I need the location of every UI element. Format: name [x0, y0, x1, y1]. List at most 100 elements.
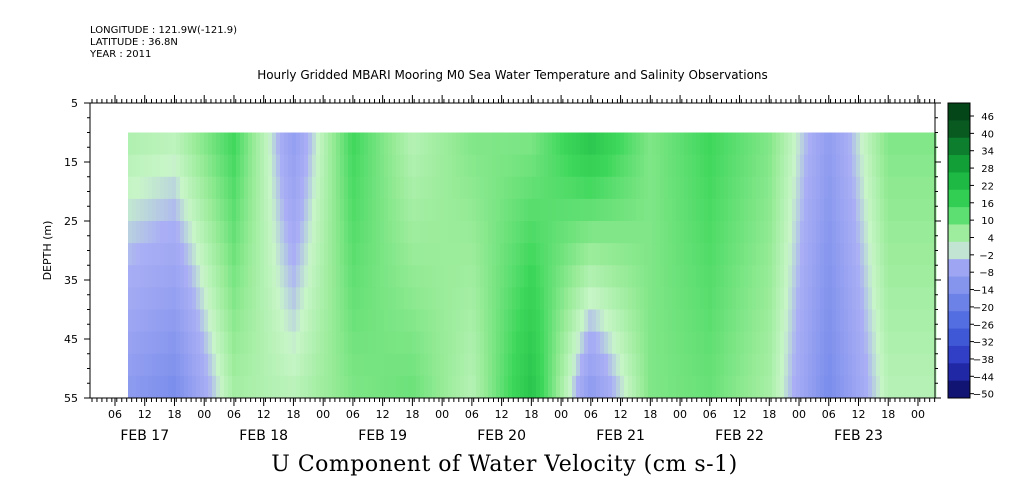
heatmap-cell	[312, 287, 317, 311]
heatmap-cell	[404, 309, 409, 333]
heatmap-cell	[532, 132, 537, 156]
heatmap-cell	[304, 309, 309, 333]
heatmap-cell	[204, 243, 209, 266]
heatmap-cell	[284, 154, 289, 178]
heatmap-cell	[720, 176, 725, 200]
heatmap-cell	[624, 243, 629, 266]
heatmap-cell	[800, 287, 805, 311]
heatmap-cell	[916, 132, 921, 156]
heatmap-cell	[204, 375, 209, 399]
heatmap-cell	[568, 331, 573, 355]
heatmap-cell	[752, 221, 757, 244]
longitude-label: LONGITUDE : 121.9W(-121.9)	[90, 25, 237, 36]
heatmap-cell	[804, 154, 809, 178]
heatmap-cell	[196, 154, 201, 178]
heatmap-cell	[512, 221, 517, 244]
heatmap-cell	[416, 287, 421, 311]
heatmap-cell	[364, 154, 369, 178]
heatmap-cell	[880, 176, 885, 200]
heatmap-cell	[412, 309, 417, 333]
heatmap-cell	[384, 375, 389, 399]
heatmap-cell	[616, 331, 621, 355]
heatmap-cell	[464, 331, 469, 355]
heatmap-cell	[708, 221, 713, 244]
heatmap-cell	[924, 353, 929, 377]
heatmap-cell	[564, 198, 569, 222]
heatmap-cell	[872, 221, 877, 244]
heatmap-cell	[224, 265, 229, 288]
heatmap-cell	[724, 375, 729, 399]
colorbar-label: 40	[981, 129, 994, 140]
heatmap-cell	[404, 265, 409, 288]
heatmap-cell	[908, 309, 913, 333]
heatmap-cell	[284, 287, 289, 311]
heatmap-cell	[560, 154, 565, 178]
heatmap-cell	[608, 198, 613, 222]
heatmap-cell	[840, 154, 845, 178]
heatmap-cell	[692, 221, 697, 244]
heatmap-cell	[540, 221, 545, 244]
heatmap-cell	[764, 243, 769, 266]
heatmap-cell	[824, 265, 829, 288]
heatmap-cell	[252, 132, 257, 156]
heatmap-cell	[180, 198, 185, 222]
heatmap-cell	[356, 353, 361, 377]
heatmap-cell	[672, 154, 677, 178]
heatmap-cell	[564, 265, 569, 288]
heatmap-cell	[168, 243, 173, 266]
heatmap-cell	[592, 309, 597, 333]
heatmap-cell	[212, 309, 217, 333]
heatmap-cell	[836, 309, 841, 333]
heatmap-cell	[656, 287, 661, 311]
heatmap-cell	[636, 221, 641, 244]
heatmap-cell	[188, 287, 193, 311]
heatmap-cell	[588, 243, 593, 266]
heatmap-cell	[572, 265, 577, 288]
heatmap-cell	[264, 309, 269, 333]
heatmap-cell	[340, 176, 345, 200]
heatmap-cell	[496, 265, 501, 288]
heatmap-cell	[920, 154, 925, 178]
heatmap-cell	[752, 176, 757, 200]
heatmap-cell	[736, 331, 741, 355]
heatmap-cell	[620, 287, 625, 311]
heatmap-cell	[912, 243, 917, 266]
heatmap-cell	[552, 353, 557, 377]
heatmap-cell	[620, 375, 625, 399]
heatmap-cell	[356, 176, 361, 200]
heatmap-cell	[828, 287, 833, 311]
heatmap-cell	[368, 243, 373, 266]
heatmap-cell	[316, 154, 321, 178]
heatmap-cell	[664, 221, 669, 244]
heatmap-cell	[148, 331, 153, 355]
heatmap-cell	[164, 353, 169, 377]
heatmap-cell	[580, 243, 585, 266]
heatmap-cell	[408, 132, 413, 156]
heatmap-cell	[676, 375, 681, 399]
heatmap-cell	[836, 243, 841, 266]
heatmap-cell	[152, 265, 157, 288]
heatmap-cell	[240, 243, 245, 266]
colorbar-bin	[948, 120, 970, 139]
heatmap-cell	[396, 154, 401, 178]
heatmap-cell	[480, 309, 485, 333]
heatmap-cell	[272, 243, 277, 266]
heatmap-cell	[128, 198, 133, 222]
heatmap-cell	[784, 287, 789, 311]
heatmap-cell	[220, 309, 225, 333]
heatmap-cell	[828, 375, 833, 399]
heatmap-cell	[784, 353, 789, 377]
heatmap-cell	[340, 287, 345, 311]
heatmap-cell	[328, 287, 333, 311]
heatmap-cell	[296, 375, 301, 399]
heatmap-cell	[348, 287, 353, 311]
heatmap-cell	[552, 176, 557, 200]
heatmap-cell	[820, 176, 825, 200]
heatmap-cell	[524, 375, 529, 399]
heatmap-cell	[924, 331, 929, 355]
heatmap-cell	[212, 375, 217, 399]
colorbar-bin	[948, 137, 970, 156]
heatmap-cell	[248, 375, 253, 399]
heatmap-cell	[388, 198, 393, 222]
heatmap-cell	[784, 221, 789, 244]
